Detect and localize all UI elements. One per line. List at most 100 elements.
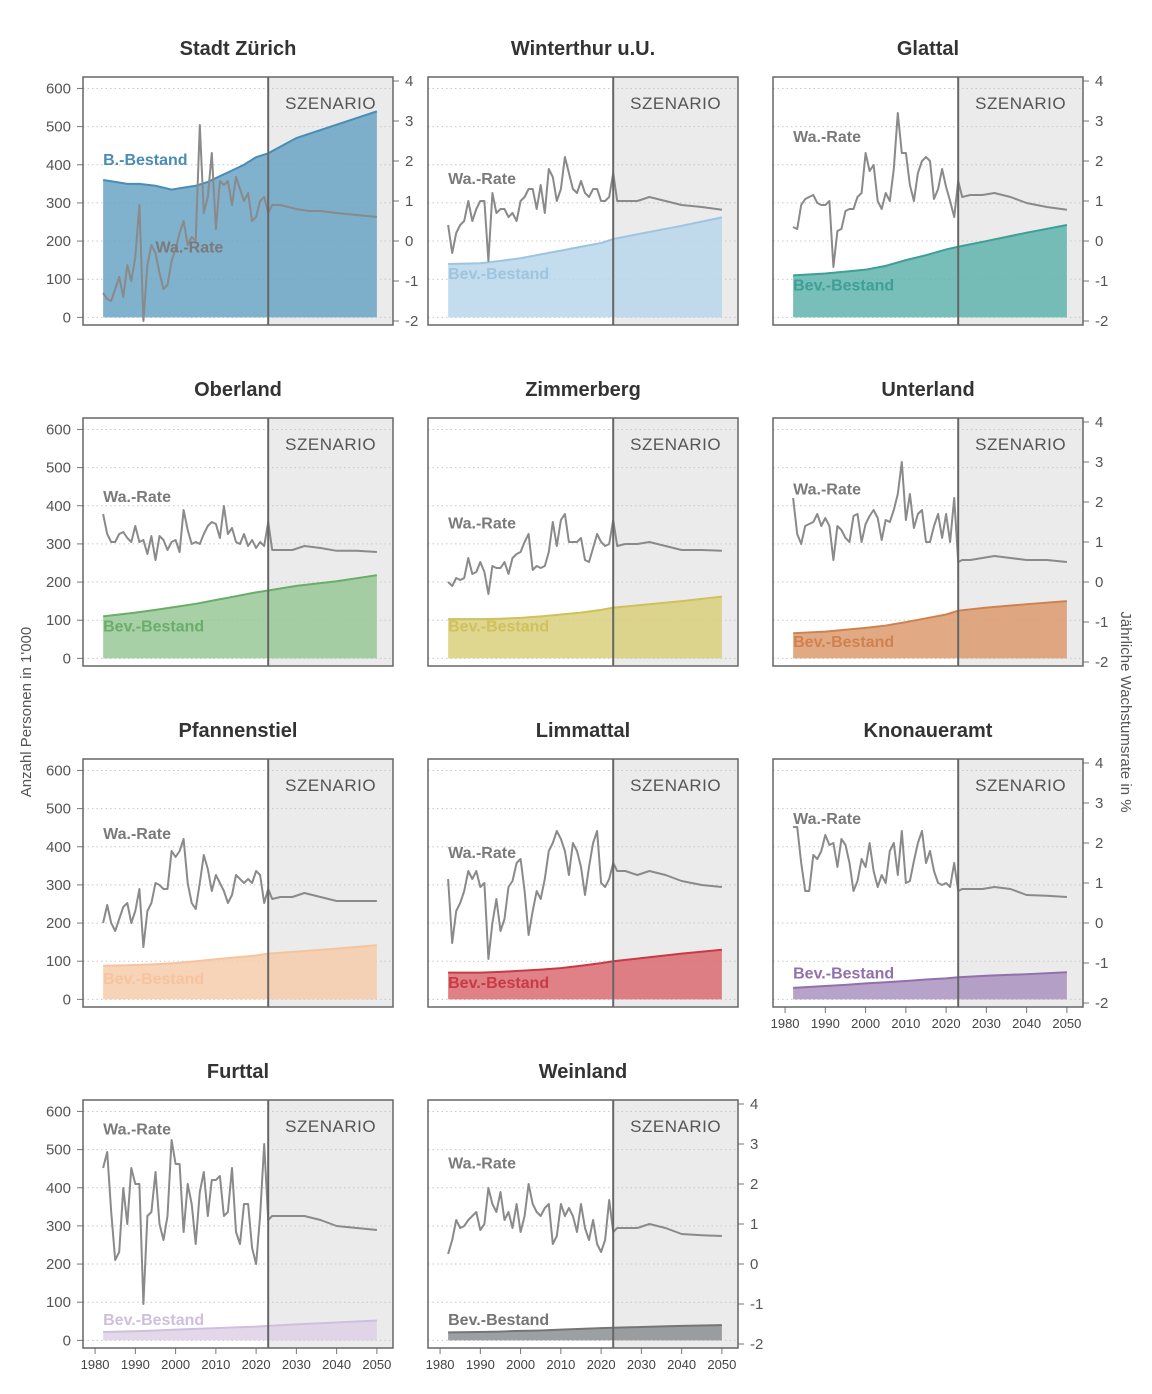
y2-tick-label: -2	[1095, 995, 1108, 1012]
y-tick-label: 300	[46, 536, 71, 553]
bestand-area	[793, 601, 1067, 659]
x-tick-label: 1980	[771, 1016, 800, 1031]
y2-tick-label: 2	[750, 1176, 758, 1193]
x-tick-label: 2010	[891, 1016, 920, 1031]
bestand-area	[103, 1320, 377, 1341]
bestand-label: Bev.-Bestand	[103, 619, 204, 636]
bestand-line	[448, 595, 723, 621]
bestand-label: B.-Bestand	[103, 152, 187, 169]
y2-tick-label: 0	[750, 1256, 758, 1273]
y-tick-label: 500	[46, 460, 71, 477]
scenario-shade	[613, 1100, 738, 1348]
bestand-area	[103, 111, 377, 318]
y2-tick-label: 3	[1095, 795, 1103, 812]
panel-10: Weinland -2 -1 0 1 2 3 4 1980 1990 2000 2010 2020 203…	[426, 1061, 764, 1372]
scenario-label: SZENARIO	[630, 94, 721, 113]
y2-tick-label: 4	[405, 73, 413, 90]
bestand-label: Bev.-Bestand	[793, 634, 894, 651]
y-tick-label: 0	[63, 991, 71, 1008]
panel-title: Glattal	[897, 38, 959, 60]
y-tick-label: 300	[46, 195, 71, 212]
y2-tick-label: 2	[1095, 153, 1103, 170]
bestand-label: Bev.-Bestand	[103, 1312, 204, 1329]
y-tick-label: 600	[46, 1103, 71, 1120]
panel-title: Oberland	[194, 379, 282, 401]
rate-label: Wa.-Rate	[793, 811, 861, 828]
y-tick-label: 400	[46, 1180, 71, 1197]
rate-label: Wa.-Rate	[448, 845, 516, 862]
bestand-line	[103, 574, 378, 618]
y2-tick-label: 4	[1095, 755, 1103, 772]
bestand-line	[103, 944, 377, 967]
y2-tick-label: 0	[1095, 915, 1103, 932]
panel-title: Stadt Zürich	[180, 38, 297, 60]
rate-label: Wa.-Rate	[103, 1121, 171, 1138]
panel-title: Weinland	[539, 1061, 628, 1083]
bestand-line	[448, 216, 723, 265]
panel-title: Limmattal	[536, 720, 630, 742]
rate-label: Wa.-Rate	[793, 481, 861, 498]
x-tick-label: 2020	[932, 1016, 961, 1031]
y2-tick-label: 1	[1095, 875, 1103, 892]
bestand-area	[793, 225, 1067, 318]
y2-tick-label: 0	[1095, 574, 1103, 591]
y2-tick-label: 0	[1095, 233, 1103, 250]
bestand-label: Bev.-Bestand	[793, 278, 894, 295]
panel-title: Winterthur u.U.	[511, 38, 655, 60]
scenario-label: SZENARIO	[630, 1117, 721, 1136]
y-tick-label: 200	[46, 915, 71, 932]
y-tick-label: 100	[46, 1294, 71, 1311]
x-tick-label: 1990	[811, 1016, 840, 1031]
x-tick-label: 2000	[161, 1357, 190, 1372]
rate-label: Wa.-Rate	[448, 1156, 516, 1173]
y-tick-label: 400	[46, 157, 71, 174]
bestand-label: Bev.-Bestand	[103, 971, 204, 988]
y2-tick-label: -1	[1095, 955, 1108, 972]
x-tick-label: 2010	[546, 1357, 575, 1372]
bestand-label: Bev.-Bestand	[448, 1312, 549, 1329]
x-tick-label: 1980	[426, 1357, 455, 1372]
y-tick-label: 400	[46, 498, 71, 515]
bestand-area	[103, 575, 377, 659]
scenario-label: SZENARIO	[285, 1117, 376, 1136]
panel-title: Pfannenstiel	[179, 720, 298, 742]
y-tick-label: 0	[63, 1332, 71, 1349]
bestand-area	[793, 972, 1067, 1000]
y-tick-label: 500	[46, 1142, 71, 1159]
panel-5: Unterland -2 -1 0 1 2 3 4 SZENARIO Bev.-Bestand Wa…	[772, 379, 1108, 671]
y-tick-label: 0	[63, 650, 71, 667]
y-axis-right-label: Jährliche Wachstumsrate in %	[1117, 611, 1134, 812]
panel-frame	[82, 417, 394, 667]
y-tick-label: 400	[46, 839, 71, 856]
y-tick-label: 200	[46, 574, 71, 591]
y-tick-label: 500	[46, 801, 71, 818]
x-tick-label: 2030	[627, 1357, 656, 1372]
rate-label: Wa.-Rate	[448, 171, 516, 188]
bestand-area	[448, 217, 722, 318]
bestand-line	[793, 600, 1067, 635]
y-tick-label: 200	[46, 233, 71, 250]
x-tick-label: 1980	[81, 1357, 110, 1372]
y-axis-left-label: Anzahl Personen in 1'000	[18, 627, 35, 798]
scenario-label: SZENARIO	[630, 776, 721, 795]
y-tick-label: 100	[46, 271, 71, 288]
rate-label: Wa.-Rate	[103, 489, 171, 506]
y-tick-label: 300	[46, 1218, 71, 1235]
bestand-label: Bev.-Bestand	[793, 965, 894, 982]
panel-4: Zimmerberg SZENARIO Bev.-Bestand Wa.-Rate	[427, 379, 739, 667]
y2-tick-label: 3	[750, 1136, 758, 1153]
bestand-area	[448, 949, 722, 1000]
y2-tick-label: 1	[750, 1216, 758, 1233]
scenario-label: SZENARIO	[285, 435, 376, 454]
panel-frame	[427, 417, 739, 667]
bestand-label: Bev.-Bestand	[448, 266, 549, 283]
scenario-label: SZENARIO	[285, 94, 376, 113]
y2-tick-label: 1	[1095, 534, 1103, 551]
x-tick-label: 2010	[201, 1357, 230, 1372]
panel-6: Pfannenstiel 0 100 200 300 400 500 600 SZENARIO B…	[46, 720, 394, 1008]
bestand-line	[448, 1324, 722, 1334]
scenario-shade	[958, 759, 1083, 1007]
panel-3: Oberland 0 100 200 300 400 500 600 SZENARIO Bev.-…	[46, 379, 394, 667]
x-tick-label: 2020	[242, 1357, 271, 1372]
panel-title: Zimmerberg	[525, 379, 641, 401]
